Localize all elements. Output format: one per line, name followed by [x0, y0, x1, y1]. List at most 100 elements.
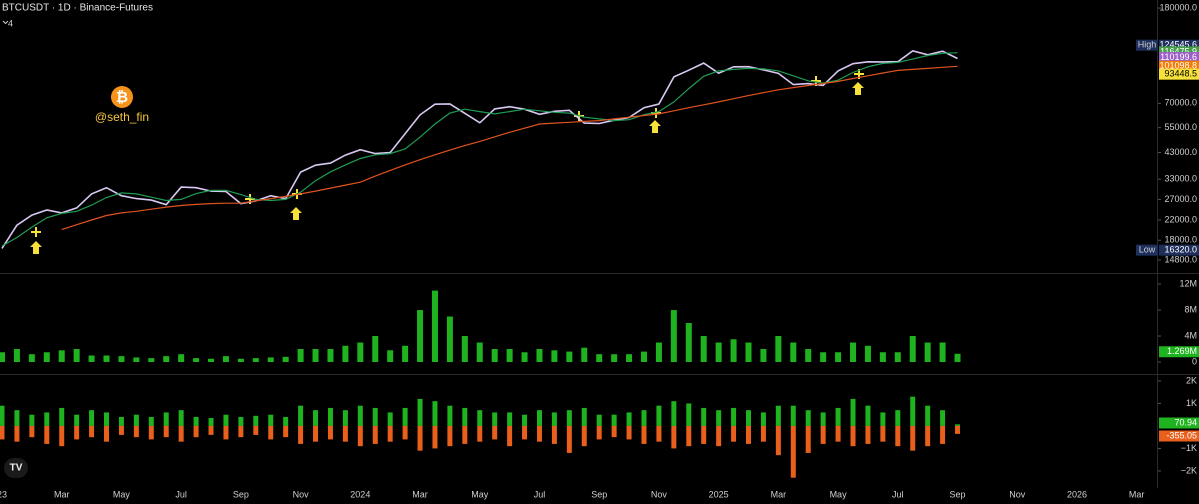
- delta-bar: [850, 398, 856, 426]
- delta-bar: [626, 425, 632, 440]
- volume-bar: [536, 349, 543, 362]
- delta-bar: [522, 414, 528, 426]
- delta-bar: [581, 407, 587, 426]
- indicator-count[interactable]: 4: [8, 18, 13, 28]
- price-tag: [1159, 52, 1199, 64]
- x-tick-label: Jul: [175, 489, 187, 499]
- volume-bar: [28, 354, 35, 362]
- delta-bar: [178, 425, 184, 442]
- delta-bar: [178, 410, 184, 426]
- chevron[interactable]: [2, 20, 9, 25]
- volume-bar: [342, 345, 349, 362]
- delta-bar: [283, 416, 289, 426]
- delta-bar: [14, 410, 20, 426]
- tv-logo-text: TV: [10, 463, 23, 474]
- y-tick-label: 12M: [1179, 278, 1197, 288]
- price-tag-label: 101098.8: [1159, 61, 1197, 71]
- delta-bar: [0, 405, 5, 426]
- delta-bar: [492, 412, 498, 426]
- volume-bar: [252, 358, 259, 362]
- delta-bar: [641, 410, 647, 426]
- delta-bar: [208, 425, 214, 435]
- x-tick-label: Nov: [1009, 489, 1026, 499]
- volume-bar: [208, 358, 215, 362]
- tv-logo[interactable]: [4, 458, 28, 478]
- delta-bar: [238, 425, 244, 438]
- delta-bar: [118, 416, 124, 426]
- volume-bar: [850, 342, 857, 362]
- volume-bar: [163, 356, 170, 362]
- volume-bar: [297, 349, 304, 362]
- price-tag: [1159, 68, 1199, 80]
- volume-bar: [521, 352, 528, 362]
- delta-bar: [432, 401, 438, 426]
- volume-bar: [357, 342, 364, 362]
- delta-bar: [268, 414, 274, 426]
- x-tick-label: May: [471, 489, 489, 499]
- x-tick-label: 2024: [350, 489, 370, 499]
- volume-bar: [626, 354, 633, 362]
- delta-bar: [402, 407, 408, 426]
- volume-bar: [566, 351, 573, 362]
- volume-bar: [939, 342, 946, 362]
- delta-bar: [298, 405, 304, 426]
- delta-bar: [701, 425, 707, 444]
- price-line: [1, 50, 958, 249]
- delta-bar: [716, 425, 722, 447]
- delta-bar: [865, 425, 871, 444]
- volume-bar: [864, 345, 871, 362]
- volume-bar: [894, 352, 901, 362]
- volume-bar: [431, 290, 438, 362]
- delta-bar: [955, 425, 961, 434]
- volume-bar: [88, 355, 95, 362]
- delta-bar: [656, 405, 662, 426]
- delta-bar: [716, 410, 722, 426]
- watermark: @seth_fin: [95, 110, 149, 124]
- delta-bar: [835, 407, 841, 426]
- volume-bar: [805, 349, 812, 362]
- volume-bar: [954, 353, 961, 362]
- delta-bar: [492, 425, 498, 440]
- delta-bar: [731, 407, 737, 426]
- delta-bar: [910, 425, 916, 451]
- delta-bar: [223, 414, 229, 426]
- moving-average: [1, 52, 958, 247]
- delta-bar: [820, 412, 826, 426]
- price-tag: [1159, 46, 1199, 58]
- delta-bar: [402, 425, 408, 440]
- delta-bar: [283, 425, 289, 438]
- y-tick-label: 8M: [1184, 304, 1197, 314]
- volume-bar: [446, 316, 453, 362]
- volume-bar: [178, 354, 185, 362]
- delta-bar: [74, 414, 80, 426]
- volume-bar: [103, 355, 110, 362]
- price-tag-label: 93448.5: [1164, 69, 1197, 79]
- delta-bar: [760, 412, 766, 426]
- delta-bar: [805, 425, 811, 453]
- delta-tag-label: 70.94: [1174, 417, 1197, 427]
- delta-bar: [746, 410, 751, 426]
- y-tick-label: 43000.0: [1164, 147, 1197, 157]
- delta-bar: [104, 425, 110, 442]
- x-tick-label: 2025: [709, 489, 729, 499]
- x-tick-label: May: [113, 489, 131, 499]
- delta-bar: [611, 425, 617, 438]
- delta-bar: [775, 405, 781, 426]
- volume-bar: [700, 336, 707, 362]
- price-tag-label: 16320.0: [1164, 245, 1197, 255]
- y-tick-label: 33000.0: [1164, 174, 1197, 184]
- price-tag: [1159, 60, 1199, 72]
- btc-icon-bg: [111, 86, 133, 108]
- delta-bar: [581, 425, 587, 447]
- volume-bar: [133, 357, 140, 362]
- delta-bar: [596, 425, 602, 440]
- volume-bar: [43, 352, 50, 362]
- x-tick-label: Mar: [54, 489, 70, 499]
- delta-bar: [223, 425, 229, 440]
- delta-bar: [880, 425, 886, 442]
- delta-bar: [850, 425, 856, 447]
- volume-bar: [820, 352, 827, 362]
- y-tick-label: 55000.0: [1164, 122, 1197, 132]
- delta-bar: [566, 425, 572, 453]
- x-tick-label: Jul: [892, 489, 904, 499]
